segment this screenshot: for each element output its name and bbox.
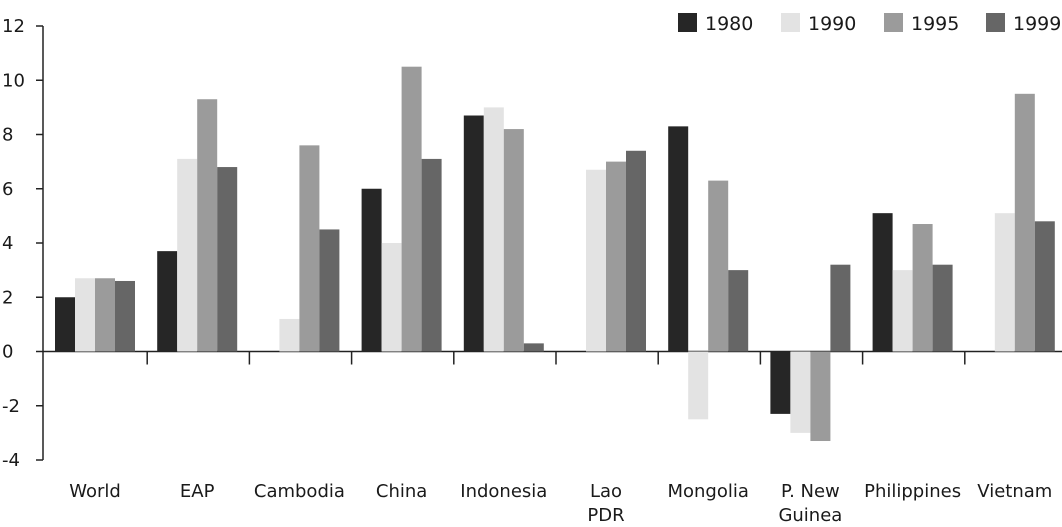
bar-1990-mongolia	[688, 351, 709, 420]
bar-1999-philippines	[932, 264, 953, 352]
bar-1995-world	[95, 278, 115, 352]
y-axis: -4 -2 0 2 4 6 8 10 12	[2, 16, 44, 471]
legend-label-1980: 1980	[705, 13, 753, 35]
legend-swatch-1980	[678, 13, 697, 32]
bar-1999-cambodia	[319, 229, 340, 352]
bar-1999-indonesia	[523, 343, 544, 352]
bar-1980-mongolia	[668, 126, 689, 352]
category-label: World	[69, 481, 121, 502]
bar-1990-philippines	[892, 270, 913, 352]
y-tick-label: 2	[2, 287, 13, 308]
legend-swatch-1990	[781, 13, 800, 32]
category-label: Philippines	[864, 481, 961, 502]
y-tick-label: 8	[2, 125, 13, 146]
bars	[55, 66, 1055, 442]
category-label: EAP	[180, 481, 215, 502]
y-tick-label: 12	[2, 16, 25, 37]
bar-1990-eap	[177, 158, 198, 352]
y-tick-label: -2	[2, 396, 20, 417]
x-axis	[43, 350, 1062, 365]
bar-1990-china	[381, 243, 402, 352]
bar-1995-eap	[197, 99, 218, 352]
bar-1995-china	[401, 66, 422, 352]
category-label: P. New	[781, 481, 840, 502]
legend-label-1995: 1995	[911, 13, 959, 35]
bar-1995-cambodia	[299, 145, 320, 352]
bar-1980-indonesia	[463, 115, 484, 352]
bar-1990-world	[75, 278, 95, 352]
bar-1990-p-new-guinea	[790, 351, 811, 433]
y-tick-label: 0	[2, 342, 13, 363]
bar-1995-p-new-guinea	[810, 351, 831, 442]
y-tick-label: 6	[2, 179, 13, 200]
bar-1999-world	[115, 280, 135, 352]
bar-1990-vietnam	[994, 213, 1015, 352]
category-label: Vietnam	[977, 481, 1052, 502]
bar-1980-china	[361, 188, 382, 352]
category-label: Indonesia	[460, 481, 547, 502]
bar-1999-p-new-guinea	[830, 264, 851, 352]
bar-1995-lao-pdr	[606, 161, 626, 352]
legend-label-1990: 1990	[808, 13, 856, 35]
bar-1980-eap	[157, 251, 178, 352]
category-labels: World EAP Cambodia China Indonesia Lao PDR Mong…	[69, 481, 1052, 526]
bar-1990-indonesia	[483, 107, 504, 352]
category-label: Lao	[590, 481, 622, 502]
bar-1990-lao-pdr	[586, 169, 606, 352]
category-label: Cambodia	[254, 481, 345, 502]
category-label: PDR	[587, 505, 624, 526]
bar-1995-vietnam	[1014, 93, 1035, 352]
bar-1995-mongolia	[708, 180, 729, 352]
category-label: Guinea	[778, 505, 842, 526]
legend: 1980 1990 1995 1999	[678, 13, 1061, 35]
legend-swatch-1999	[986, 13, 1005, 32]
bar-1999-lao-pdr	[626, 150, 646, 352]
bar-1995-philippines	[912, 224, 933, 352]
y-tick-label: 4	[2, 233, 13, 254]
bar-1999-eap	[217, 167, 238, 352]
y-tick-label: -4	[2, 450, 20, 471]
bar-1999-china	[421, 158, 442, 352]
y-tick-label: 10	[2, 70, 25, 91]
category-label: Mongolia	[667, 481, 748, 502]
legend-label-1999: 1999	[1013, 13, 1061, 35]
bar-1980-philippines	[872, 213, 893, 352]
bar-1980-world	[55, 297, 75, 352]
legend-swatch-1995	[884, 13, 903, 32]
bar-1999-mongolia	[728, 270, 749, 352]
bar-1990-cambodia	[279, 318, 300, 352]
bar-1980-p-new-guinea	[770, 351, 791, 414]
bar-1995-indonesia	[503, 129, 524, 352]
bar-1999-vietnam	[1034, 221, 1055, 352]
category-label: China	[376, 481, 427, 502]
